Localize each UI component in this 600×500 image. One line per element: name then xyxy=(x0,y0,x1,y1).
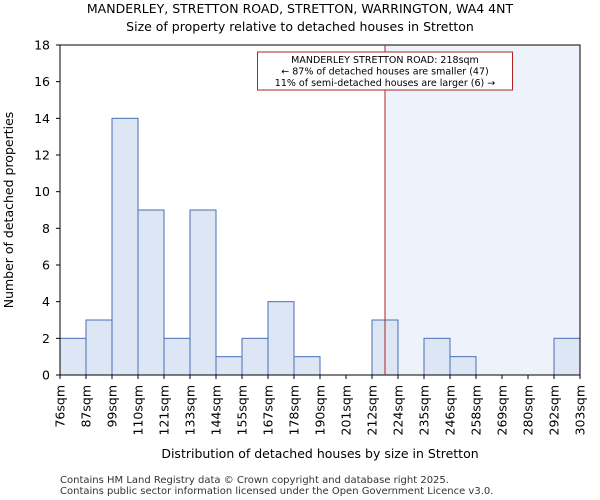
footer-line1: Contains HM Land Registry data © Crown c… xyxy=(60,475,449,486)
bar xyxy=(137,209,165,376)
chart-title-line1: MANDERLEY, STRETTON ROAD, STRETTON, WARR… xyxy=(87,1,514,16)
highlight-region xyxy=(385,45,580,375)
x-tick-label: 167sqm xyxy=(261,385,276,435)
y-tick-label: 2 xyxy=(42,331,50,346)
bar xyxy=(293,356,321,376)
y-axis-label: Number of detached properties xyxy=(1,112,16,309)
y-tick-label: 12 xyxy=(34,148,50,163)
x-tick-label: 110sqm xyxy=(131,385,146,435)
x-tick-label: 178sqm xyxy=(287,385,302,435)
x-tick-label: 280sqm xyxy=(521,385,536,435)
bar xyxy=(241,337,269,376)
x-tick-label: 121sqm xyxy=(157,385,172,435)
x-tick-label: 258sqm xyxy=(469,385,484,435)
bar xyxy=(111,117,139,376)
x-tick-label: 99sqm xyxy=(105,385,120,428)
bar xyxy=(267,301,295,376)
annotation-box xyxy=(257,51,513,91)
x-axis-label: Distribution of detached houses by size … xyxy=(161,446,478,461)
footer-line2: Contains public sector information licen… xyxy=(60,486,493,497)
x-tick-label: 87sqm xyxy=(79,385,94,428)
x-tick-label: 269sqm xyxy=(495,385,510,435)
annotation-line2: ← 87% of detached houses are smaller (47… xyxy=(281,67,488,78)
bar xyxy=(553,337,581,376)
bar xyxy=(189,209,217,376)
annotation-line1: MANDERLEY STRETTON ROAD: 218sqm xyxy=(291,55,479,66)
x-tick-label: 212sqm xyxy=(365,385,380,435)
bar xyxy=(423,337,451,376)
x-tick-label: 190sqm xyxy=(313,385,328,435)
x-tick-label: 224sqm xyxy=(391,385,406,435)
y-tick-label: 4 xyxy=(42,294,50,309)
y-tick-label: 0 xyxy=(42,368,50,383)
plot-area: 0 2 4 6 8 10 12 14 16 18 76sqm 87sqm 99sqm 110sqm 121s… xyxy=(34,38,587,436)
x-tick-label: 133sqm xyxy=(183,385,198,435)
y-tick-label: 6 xyxy=(42,258,50,273)
x-tick-label: 246sqm xyxy=(443,385,458,435)
x-tick-label: 292sqm xyxy=(547,385,562,435)
x-tick-label: 201sqm xyxy=(339,385,354,435)
bar xyxy=(85,319,113,376)
x-tick-label: 76sqm xyxy=(53,385,68,428)
chart-title-line2: Size of property relative to detached ho… xyxy=(126,19,474,34)
bar xyxy=(163,337,191,376)
x-tick-label: 155sqm xyxy=(235,385,250,435)
y-tick-label: 18 xyxy=(34,38,50,53)
y-tick-label: 10 xyxy=(34,184,50,199)
x-tick-label: 235sqm xyxy=(417,385,432,435)
x-tick-label: 303sqm xyxy=(573,385,588,435)
annotation-line3: 11% of semi-detached houses are larger (… xyxy=(275,78,495,89)
bar xyxy=(59,337,87,376)
y-tick-label: 14 xyxy=(34,111,50,126)
bar xyxy=(215,356,243,376)
y-tick-label: 8 xyxy=(42,221,50,236)
y-tick-label: 16 xyxy=(34,74,50,89)
bar xyxy=(449,356,477,376)
x-tick-label: 144sqm xyxy=(209,385,224,435)
